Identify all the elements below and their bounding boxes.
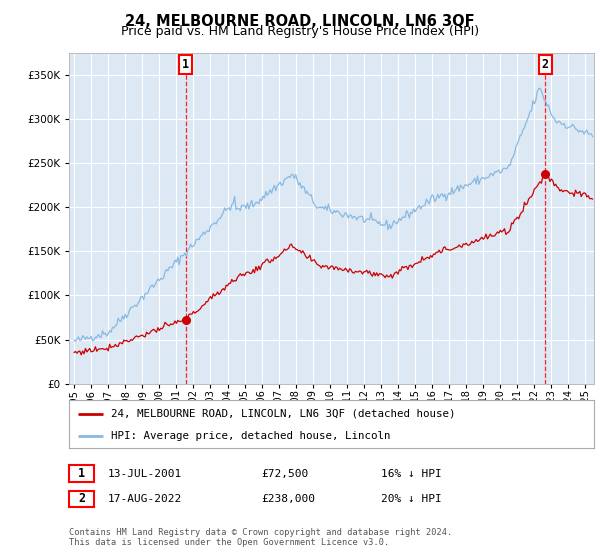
- Text: 1: 1: [182, 58, 189, 71]
- Text: 16% ↓ HPI: 16% ↓ HPI: [381, 469, 442, 479]
- Text: 20% ↓ HPI: 20% ↓ HPI: [381, 494, 442, 504]
- Text: £238,000: £238,000: [261, 494, 315, 504]
- Text: HPI: Average price, detached house, Lincoln: HPI: Average price, detached house, Linc…: [111, 431, 391, 441]
- Text: £72,500: £72,500: [261, 469, 308, 479]
- Text: 2: 2: [78, 492, 85, 506]
- Text: 17-AUG-2022: 17-AUG-2022: [108, 494, 182, 504]
- Text: 2: 2: [542, 58, 548, 71]
- Text: 24, MELBOURNE ROAD, LINCOLN, LN6 3QF (detached house): 24, MELBOURNE ROAD, LINCOLN, LN6 3QF (de…: [111, 409, 455, 419]
- Text: 24, MELBOURNE ROAD, LINCOLN, LN6 3QF: 24, MELBOURNE ROAD, LINCOLN, LN6 3QF: [125, 14, 475, 29]
- Text: 13-JUL-2001: 13-JUL-2001: [108, 469, 182, 479]
- Text: 1: 1: [78, 467, 85, 480]
- Text: Price paid vs. HM Land Registry's House Price Index (HPI): Price paid vs. HM Land Registry's House …: [121, 25, 479, 38]
- Text: Contains HM Land Registry data © Crown copyright and database right 2024.
This d: Contains HM Land Registry data © Crown c…: [69, 528, 452, 547]
